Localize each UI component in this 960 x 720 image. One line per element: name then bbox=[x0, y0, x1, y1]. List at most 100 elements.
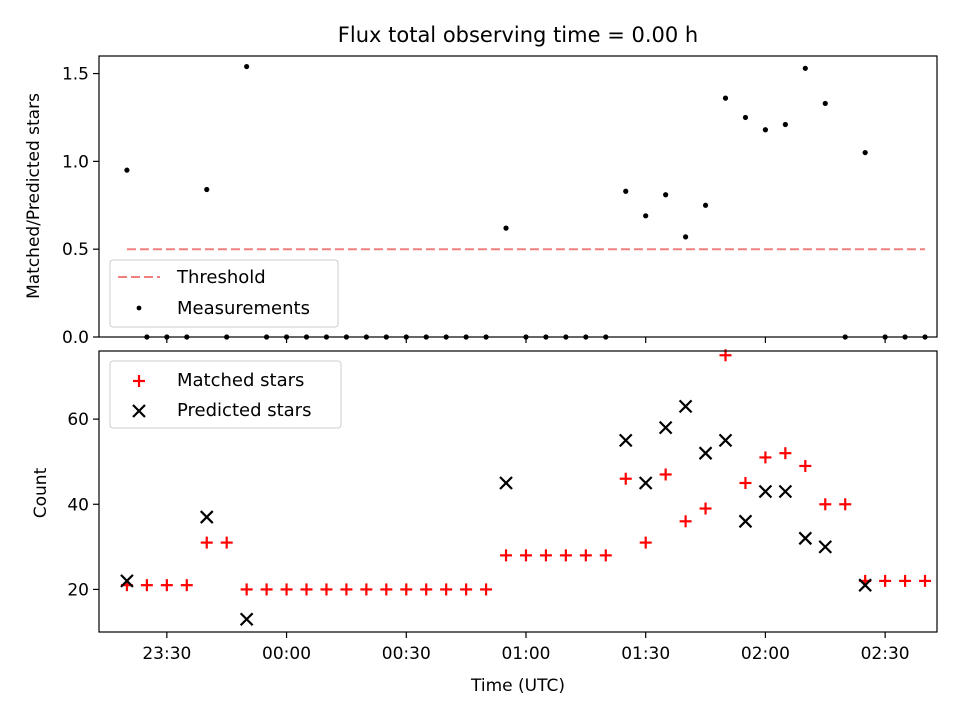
matched-point bbox=[400, 583, 413, 596]
bottom-x-ticks: 23:30 00:00 00:30 01:00 01:30 02:00 02:30 bbox=[142, 632, 910, 664]
predicted-point bbox=[678, 399, 693, 414]
bottom-y-ticks: 20 40 60 bbox=[67, 410, 99, 600]
measurement-point bbox=[762, 127, 769, 133]
measurement-point bbox=[822, 100, 828, 107]
bottom-legend-box bbox=[109, 360, 342, 429]
measurement-point bbox=[802, 65, 808, 71]
matched-point bbox=[579, 549, 592, 562]
measurement-point bbox=[742, 114, 749, 121]
matched-point bbox=[759, 451, 772, 464]
matched-point bbox=[539, 549, 552, 562]
predicted-point bbox=[239, 612, 254, 627]
bottom-y-tick-label: 20 bbox=[67, 580, 89, 600]
matched-point bbox=[280, 583, 293, 596]
matched-point bbox=[699, 502, 712, 515]
matched-point bbox=[619, 472, 632, 485]
matched-point bbox=[360, 583, 373, 596]
predicted-point bbox=[738, 514, 753, 529]
measurement-point bbox=[862, 149, 868, 156]
matched-point bbox=[340, 583, 353, 596]
measurement-point bbox=[722, 95, 729, 101]
top-axes-frame bbox=[98, 55, 938, 338]
matched-point bbox=[260, 583, 273, 596]
matched-point bbox=[380, 583, 393, 596]
measurement-point bbox=[663, 192, 669, 198]
matched-point bbox=[839, 498, 852, 511]
measurements-legend-swatch bbox=[136, 305, 142, 311]
top-y-tick-label: 1.5 bbox=[62, 65, 89, 85]
matched-point bbox=[799, 459, 812, 472]
matched-point bbox=[779, 447, 792, 460]
matched-point bbox=[639, 536, 652, 549]
measurement-point bbox=[503, 225, 509, 231]
matched-point bbox=[739, 476, 752, 489]
matched-point bbox=[180, 579, 193, 592]
matched-point bbox=[599, 549, 612, 562]
predicted-point bbox=[199, 510, 214, 524]
predicted-point bbox=[858, 578, 872, 592]
predicted-point bbox=[758, 484, 773, 499]
matched-point bbox=[320, 583, 333, 596]
x-tick-label: 23:30 bbox=[142, 644, 191, 664]
bottom-plot-area bbox=[120, 349, 932, 627]
top-legend: Threshold Measurements bbox=[109, 259, 339, 328]
matched-point bbox=[500, 549, 513, 562]
x-tick-label: 00:00 bbox=[262, 644, 311, 664]
top-y-axis-label: Matched/Predicted stars bbox=[24, 93, 44, 299]
predicted-point bbox=[618, 433, 633, 448]
predicted-point bbox=[499, 476, 513, 490]
measurement-point bbox=[204, 186, 210, 193]
bottom-y-tick-label: 60 bbox=[67, 410, 89, 430]
bottom-y-axis-label: Count bbox=[31, 467, 51, 518]
matched-point bbox=[819, 498, 832, 511]
matched-point bbox=[659, 468, 672, 481]
matched-point bbox=[220, 536, 233, 549]
matched-point bbox=[160, 579, 173, 592]
x-tick-label: 01:30 bbox=[621, 644, 670, 664]
matched-point bbox=[879, 574, 892, 587]
predicted-point bbox=[818, 540, 833, 554]
predicted-legend-swatch bbox=[132, 404, 146, 418]
matched-point bbox=[240, 583, 253, 596]
bottom-legend: Matched stars Predicted stars bbox=[109, 360, 342, 429]
measurement-point bbox=[782, 121, 788, 128]
matched-legend-swatch bbox=[133, 375, 145, 387]
matched-point bbox=[300, 583, 313, 596]
matched-point bbox=[460, 583, 473, 596]
predicted-point bbox=[718, 433, 733, 448]
bottom-y-tick-label: 40 bbox=[67, 495, 89, 515]
chart-title: Flux total observing time = 0.00 h bbox=[338, 23, 698, 47]
matched-point bbox=[899, 574, 912, 587]
measurement-point bbox=[683, 234, 689, 240]
matched-point bbox=[140, 579, 153, 592]
predicted-point bbox=[638, 476, 653, 490]
x-tick-label: 02:00 bbox=[741, 644, 790, 664]
x-tick-label: 00:30 bbox=[382, 644, 431, 664]
matched-point bbox=[519, 549, 532, 562]
matched-point bbox=[919, 574, 932, 587]
measurement-point bbox=[643, 213, 649, 219]
predicted-point bbox=[658, 420, 673, 435]
matched-point bbox=[679, 515, 692, 528]
x-axis-label: Time (UTC) bbox=[470, 676, 565, 696]
predicted-point bbox=[698, 446, 713, 460]
bottom-axes-frame bbox=[98, 350, 938, 633]
top-y-tick-label: 1.0 bbox=[62, 152, 89, 172]
top-legend-box bbox=[109, 259, 339, 328]
x-tick-label: 02:30 bbox=[861, 644, 910, 664]
x-tick-label: 01:00 bbox=[501, 644, 550, 664]
matched-point bbox=[480, 583, 493, 596]
matched-point bbox=[440, 583, 453, 596]
measurement-point bbox=[244, 63, 250, 70]
legend-label-measurements: Measurements bbox=[177, 298, 310, 319]
predicted-point bbox=[120, 574, 134, 588]
legend-label-predicted: Predicted stars bbox=[177, 400, 311, 421]
predicted-point bbox=[798, 531, 813, 546]
top-y-tick-label: 0.0 bbox=[62, 328, 89, 348]
legend-label-matched: Matched stars bbox=[177, 370, 304, 391]
measurement-point bbox=[623, 188, 629, 194]
predicted-point bbox=[778, 484, 793, 499]
matched-point bbox=[200, 536, 213, 549]
